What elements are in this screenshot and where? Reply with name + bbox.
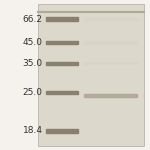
FancyBboxPatch shape — [38, 4, 144, 146]
Bar — [46, 91, 78, 94]
Bar — [84, 18, 137, 20]
Bar — [84, 41, 137, 44]
Text: 18.4: 18.4 — [23, 126, 43, 135]
Bar — [46, 17, 78, 21]
Text: 45.0: 45.0 — [23, 38, 43, 47]
Text: 35.0: 35.0 — [22, 59, 43, 68]
Bar — [46, 62, 78, 65]
Bar — [84, 62, 137, 64]
Bar — [84, 94, 137, 97]
Bar — [46, 129, 78, 133]
Text: 66.2: 66.2 — [23, 15, 43, 24]
Text: 25.0: 25.0 — [23, 88, 43, 97]
Bar — [46, 41, 78, 44]
